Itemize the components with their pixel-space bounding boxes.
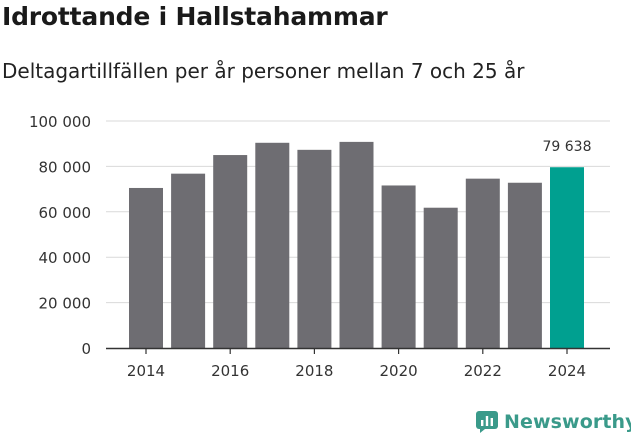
x-tick-label: 2016: [211, 362, 249, 380]
x-tick-label: 2024: [548, 362, 586, 380]
y-tick-label: 60 000: [39, 204, 92, 222]
x-tick-label: 2020: [380, 362, 418, 380]
chart-subtitle: Deltagartillfällen per år personer mella…: [2, 59, 525, 83]
y-tick-label: 100 000: [29, 113, 91, 131]
newsworthy-logo: Newsworthy: [476, 408, 631, 436]
chart-title: Idrottande i Hallstahammar: [2, 2, 388, 31]
y-tick-label: 0: [81, 340, 91, 358]
newsworthy-logo-icon: [476, 411, 498, 433]
y-tick-label: 40 000: [39, 249, 92, 267]
bar: [213, 155, 248, 348]
bar: [507, 182, 542, 348]
x-tick-label: 2022: [464, 362, 502, 380]
x-tick-label: 2018: [295, 362, 333, 380]
bar-highlight: [550, 167, 584, 348]
bar: [381, 185, 416, 348]
x-tick-label: 2014: [127, 362, 165, 380]
data-label: 79 638: [543, 139, 592, 155]
bar: [465, 178, 500, 348]
bar: [297, 149, 332, 348]
newsworthy-logo-text: Newsworthy: [504, 411, 631, 433]
bar: [129, 187, 163, 348]
bar: [423, 207, 458, 348]
bar: [339, 141, 374, 348]
y-tick-label: 80 000: [39, 158, 92, 176]
bar: [255, 142, 290, 348]
y-tick-label: 20 000: [39, 295, 92, 313]
bar: [171, 173, 206, 348]
